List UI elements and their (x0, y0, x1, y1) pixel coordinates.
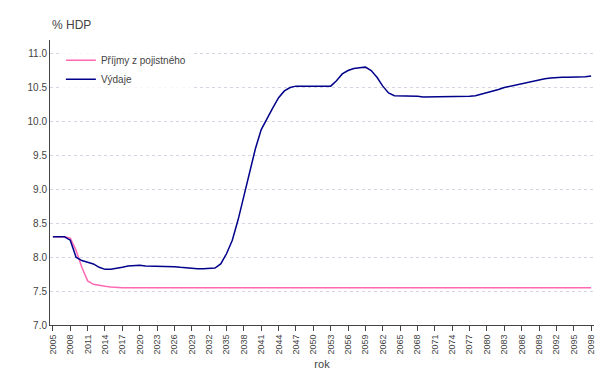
svg-text:2026: 2026 (169, 335, 179, 355)
svg-text:2065: 2065 (395, 335, 405, 355)
svg-text:2083: 2083 (499, 335, 509, 355)
svg-text:rok: rok (314, 358, 330, 370)
svg-text:9.5: 9.5 (33, 150, 47, 161)
svg-text:2086: 2086 (517, 335, 527, 355)
svg-text:2095: 2095 (569, 335, 579, 355)
svg-text:2077: 2077 (464, 335, 474, 355)
svg-text:2059: 2059 (360, 335, 370, 355)
svg-text:2050: 2050 (308, 335, 318, 355)
svg-text:2071: 2071 (430, 335, 440, 355)
svg-text:2056: 2056 (343, 335, 353, 355)
svg-text:2038: 2038 (239, 335, 249, 355)
svg-text:2023: 2023 (152, 335, 162, 355)
svg-text:2062: 2062 (378, 335, 388, 355)
svg-text:2041: 2041 (256, 335, 266, 355)
svg-text:2029: 2029 (187, 335, 197, 355)
svg-text:2092: 2092 (551, 335, 561, 355)
svg-text:2044: 2044 (274, 335, 284, 355)
svg-text:2098: 2098 (586, 335, 596, 355)
svg-text:10.0: 10.0 (28, 116, 48, 127)
svg-text:2035: 2035 (221, 335, 231, 355)
svg-text:8.0: 8.0 (33, 252, 47, 263)
svg-text:2005: 2005 (48, 335, 58, 355)
svg-text:2053: 2053 (326, 335, 336, 355)
svg-text:2008: 2008 (65, 335, 75, 355)
svg-text:2089: 2089 (534, 335, 544, 355)
svg-text:9.0: 9.0 (33, 184, 47, 195)
svg-text:2017: 2017 (117, 335, 127, 355)
svg-text:% HDP: % HDP (52, 18, 91, 32)
svg-text:2011: 2011 (83, 335, 93, 354)
svg-text:10.5: 10.5 (28, 82, 48, 93)
svg-text:2080: 2080 (482, 335, 492, 355)
svg-text:8.5: 8.5 (33, 218, 47, 229)
svg-text:7.5: 7.5 (33, 286, 47, 297)
svg-text:2074: 2074 (447, 335, 457, 355)
svg-text:2020: 2020 (135, 335, 145, 355)
svg-text:2032: 2032 (204, 335, 214, 355)
svg-text:7.0: 7.0 (33, 320, 47, 331)
svg-text:2047: 2047 (291, 335, 301, 355)
svg-text:Výdaje: Výdaje (101, 74, 132, 85)
svg-text:2068: 2068 (412, 335, 422, 355)
svg-text:11.0: 11.0 (28, 48, 47, 59)
svg-text:2014: 2014 (100, 335, 110, 355)
svg-text:Příjmy z pojistného: Příjmy z pojistného (101, 55, 186, 66)
